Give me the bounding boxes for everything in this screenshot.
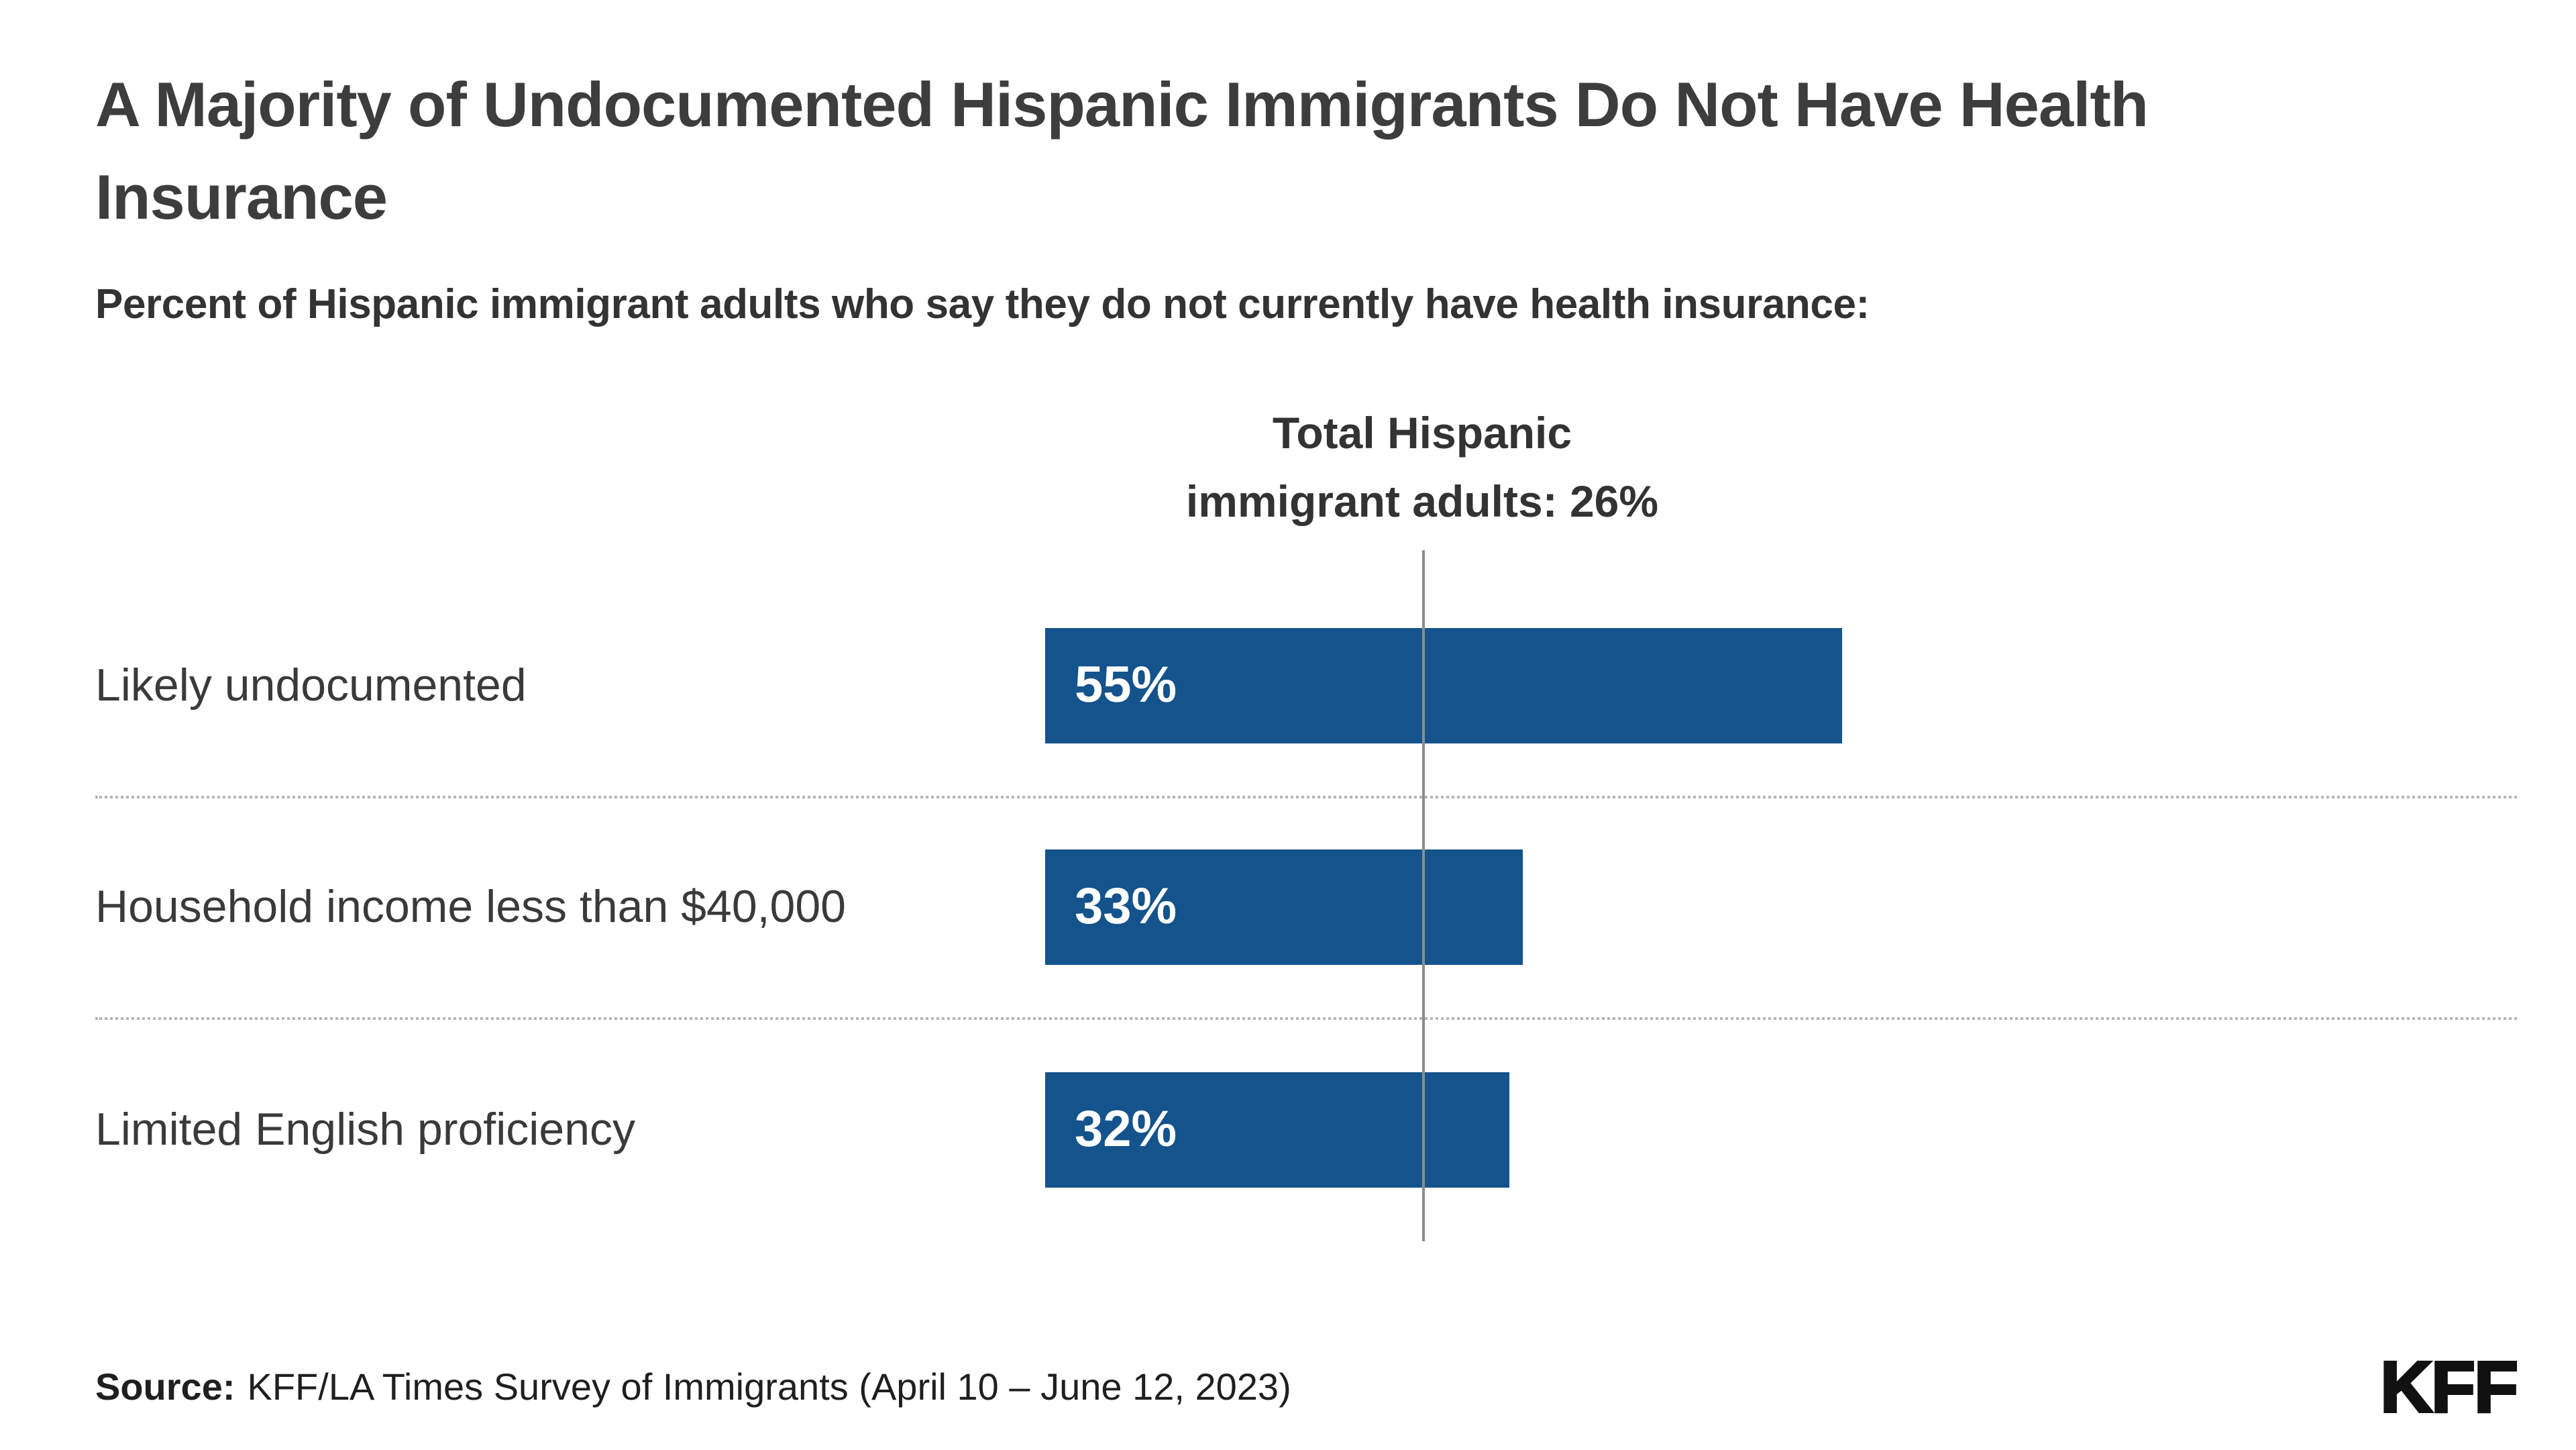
chart-title: A Majority of Undocumented Hispanic Immi… xyxy=(95,68,2149,232)
reference-annotation-line1: Total Hispanic xyxy=(1272,408,1572,458)
bar-value-label: 32% xyxy=(1075,1101,1177,1157)
source-label: Source: xyxy=(95,1365,235,1407)
bar-track: 33% xyxy=(1045,849,2517,965)
category-label: Limited English proficiency xyxy=(95,1104,636,1155)
chart-row: Household income less than $40,000 33% xyxy=(95,798,2517,1019)
bar-track: 32% xyxy=(1045,1072,2517,1188)
category-label: Likely undocumented xyxy=(95,660,527,711)
chart-row: Likely undocumented 55% xyxy=(95,576,2517,798)
bar: 32% xyxy=(1045,1072,1509,1188)
bar-chart: Likely undocumented 55% Household income… xyxy=(95,550,2517,1241)
reference-annotation-line2: immigrant adults: 26% xyxy=(1185,476,1659,527)
bar: 55% xyxy=(1045,628,1842,743)
source-line: Source: KFF/LA Times Survey of Immigrants… xyxy=(95,1365,1291,1408)
reference-line-annotation: Total Hispanic immigrant adults: 26% xyxy=(1020,399,1825,536)
bar-value-label: 33% xyxy=(1075,878,1177,935)
chart-subtitle: Percent of Hispanic immigrant adults who… xyxy=(95,280,1870,328)
source-text: KFF/LA Times Survey of Immigrants (April… xyxy=(247,1365,1291,1407)
bar-track: 55% xyxy=(1045,628,2517,743)
bar: 33% xyxy=(1045,849,1523,965)
category-label: Household income less than $40,000 xyxy=(95,881,846,932)
bar-value-label: 55% xyxy=(1075,657,1177,713)
reference-line xyxy=(1421,550,1425,1241)
kff-logo: KFF xyxy=(2379,1345,2520,1429)
chart-footer: Source: KFF/LA Times Survey of Immigrants… xyxy=(95,1345,2520,1429)
chart-row: Limited English proficiency 32% xyxy=(95,1019,2517,1241)
